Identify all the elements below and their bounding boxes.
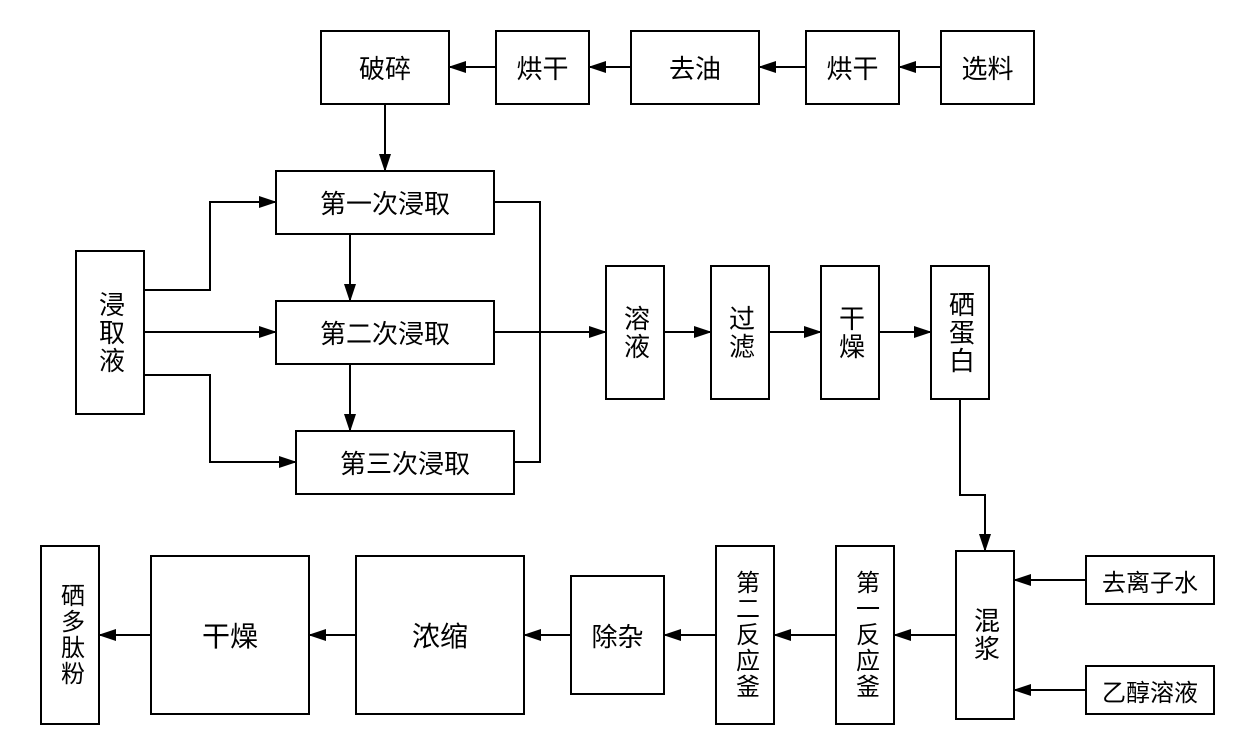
node-label: 硒蛋白 — [942, 291, 979, 375]
node-label: 第二反应釜 — [728, 570, 763, 700]
node-label: 干燥 — [832, 305, 869, 361]
node-label: 乙醇溶液 — [1102, 673, 1198, 708]
node-dry3: 干燥 — [820, 265, 880, 400]
node-label: 干燥 — [202, 615, 258, 655]
node-label: 烘干 — [516, 49, 568, 86]
node-label: 去离子水 — [1102, 563, 1198, 598]
node-label: 选料 — [961, 49, 1013, 86]
node-extract_liq: 浸取液 — [75, 250, 145, 415]
node-reactor2: 第二反应釜 — [715, 545, 775, 725]
node-label: 第三次浸取 — [340, 444, 470, 481]
edge-extract_liq-ext3 — [145, 375, 295, 462]
node-label: 硒多肽粉 — [53, 583, 88, 687]
node-label: 浸取液 — [92, 291, 129, 375]
node-dry1: 烘干 — [805, 30, 900, 105]
node-mix: 混浆 — [955, 550, 1015, 720]
node-crush: 破碎 — [320, 30, 450, 105]
edge-extract_liq-ext1 — [145, 202, 275, 290]
node-se_peptide: 硒多肽粉 — [40, 545, 100, 725]
node-impurity: 除杂 — [570, 575, 665, 695]
edge-ext1-solution — [495, 202, 540, 332]
node-label: 烘干 — [826, 49, 878, 86]
node-label: 过滤 — [722, 305, 759, 361]
node-label: 浓缩 — [412, 615, 468, 655]
node-ext2: 第二次浸取 — [275, 300, 495, 365]
edge-se_protein-mix — [960, 400, 985, 550]
node-select: 选料 — [940, 30, 1035, 105]
node-dry2: 烘干 — [495, 30, 590, 105]
node-solution: 溶液 — [605, 265, 665, 400]
node-ext3: 第三次浸取 — [295, 430, 515, 495]
node-deoil: 去油 — [630, 30, 760, 105]
node-label: 第二次浸取 — [320, 314, 450, 351]
node-se_protein: 硒蛋白 — [930, 265, 990, 400]
node-di_water: 去离子水 — [1085, 555, 1215, 605]
edge-ext3-solution — [515, 332, 540, 462]
node-ethanol: 乙醇溶液 — [1085, 665, 1215, 715]
node-label: 第一反应釜 — [848, 570, 883, 700]
node-label: 溶液 — [617, 305, 654, 361]
flowchart-canvas: 选料烘干去油烘干破碎浸取液第一次浸取第二次浸取第三次浸取溶液过滤干燥硒蛋白去离子… — [0, 0, 1240, 756]
node-label: 破碎 — [359, 49, 411, 86]
node-label: 除杂 — [591, 617, 643, 654]
node-reactor1: 第一反应釜 — [835, 545, 895, 725]
node-ext1: 第一次浸取 — [275, 170, 495, 235]
node-label: 第一次浸取 — [320, 184, 450, 221]
node-filter: 过滤 — [710, 265, 770, 400]
node-label: 去油 — [669, 49, 721, 86]
node-label: 混浆 — [967, 607, 1004, 663]
node-concentrate: 浓缩 — [355, 555, 525, 715]
node-dry4: 干燥 — [150, 555, 310, 715]
